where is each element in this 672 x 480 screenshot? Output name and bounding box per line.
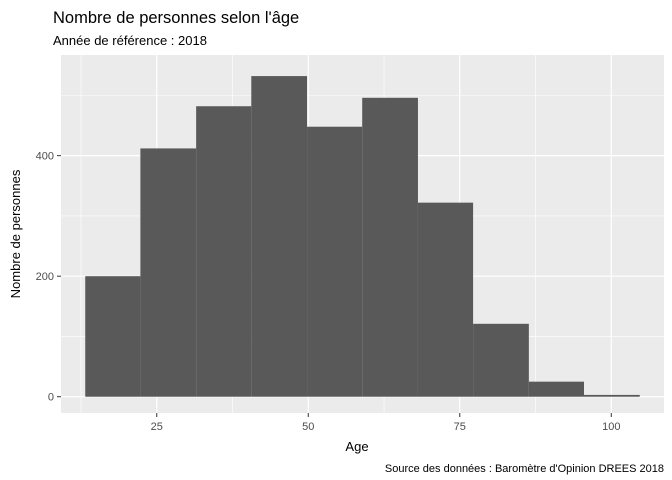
histogram-bar-4 bbox=[251, 76, 308, 397]
chart-title: Nombre de personnes selon l'âge bbox=[53, 9, 299, 27]
y-tick-label: 200 bbox=[36, 271, 54, 283]
histogram-bar-8 bbox=[473, 323, 529, 397]
y-axis: 0 200 400 bbox=[36, 151, 61, 404]
histogram-bar-5 bbox=[307, 126, 363, 397]
bars bbox=[85, 76, 640, 397]
x-tick-label: 50 bbox=[302, 421, 314, 433]
x-tick-label: 75 bbox=[454, 421, 466, 433]
histogram-bar-1 bbox=[85, 276, 141, 397]
histogram-bar-6 bbox=[362, 97, 418, 397]
histogram-bar-3 bbox=[196, 106, 252, 397]
y-tick-label: 0 bbox=[48, 392, 54, 404]
chart-caption: Source des données : Baromètre d'Opinion… bbox=[385, 463, 664, 475]
chart-subtitle: Année de référence : 2018 bbox=[53, 33, 207, 48]
x-axis-label: Age bbox=[345, 439, 368, 454]
x-axis: 25 50 75 100 bbox=[151, 413, 620, 433]
histogram-bar-9 bbox=[528, 381, 585, 397]
histogram-bar-10 bbox=[584, 394, 640, 397]
x-tick-label: 100 bbox=[602, 421, 620, 433]
histogram-bar-7 bbox=[417, 202, 474, 397]
x-tick-label: 25 bbox=[151, 421, 163, 433]
y-tick-label: 400 bbox=[36, 151, 54, 163]
histogram-bar-2 bbox=[140, 148, 197, 397]
y-axis-label: Nombre de personnes bbox=[8, 169, 23, 298]
